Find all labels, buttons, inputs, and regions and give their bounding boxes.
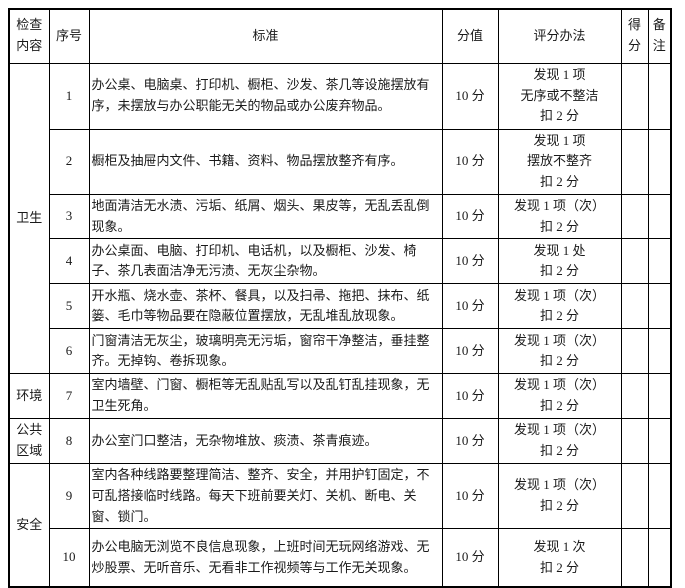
category-hygiene: 卫生 xyxy=(8,62,50,375)
row-standard: 门窗清洁无灰尘，玻璃明亮无污垢，窗帘干净整洁，垂挂整齐。无掉钩、卷拆现象。 xyxy=(88,328,443,375)
row-points: 10 分 xyxy=(441,128,499,195)
row-score-cell xyxy=(620,128,649,195)
table-row: 3 地面清洁无水渍、污垢、纸屑、烟头、果皮等，无乱丢乱倒现象。 10 分 发现 … xyxy=(9,193,672,240)
row-remark-cell xyxy=(647,528,672,588)
row-serial: 8 xyxy=(48,418,90,465)
table-row: 卫生 1 办公桌、电脑桌、打印机、橱柜、沙发、茶几等设施摆放有序，未摆放与办公职… xyxy=(8,62,672,375)
row-standard: 开水瓶、烧水壶、茶杯、餐具，以及扫帚、拖把、抹布、纸篓、毛巾等物品要在隐蔽位置摆… xyxy=(88,283,443,330)
row-points: 10 分 xyxy=(441,418,499,465)
header-category: 检查 内容 xyxy=(8,8,50,64)
row-points: 10 分 xyxy=(441,528,499,588)
row-method: 发现 1 项 摆放不整齐 扣 2 分 xyxy=(497,128,622,195)
header-method: 评分办法 xyxy=(497,8,622,64)
row-points: 10 分 xyxy=(441,463,499,530)
row-serial: 2 xyxy=(48,128,90,195)
header-points: 分值 xyxy=(441,8,499,64)
row-serial: 10 xyxy=(48,528,90,588)
row-points: 10 分 xyxy=(441,62,499,130)
row-score-cell xyxy=(620,238,649,285)
row-score-cell xyxy=(620,463,649,530)
row-score-cell xyxy=(620,373,649,420)
row-standard: 橱柜及抽屉内文件、书籍、资料、物品摆放整齐有序。 xyxy=(88,128,443,195)
row-points: 10 分 xyxy=(441,328,499,375)
header-row: 检查 内容 序号 标准 分值 评分办法 得 分 备 注 xyxy=(8,8,672,64)
row-score-cell xyxy=(620,62,649,130)
row-remark-cell xyxy=(647,328,672,375)
row-method: 发现 1 项 无序或不整洁 扣 2 分 xyxy=(497,62,622,130)
row-standard: 室内墙壁、门窗、橱柜等无乱贴乱写以及乱钉乱挂现象，无卫生死角。 xyxy=(88,373,443,420)
row-remark-cell xyxy=(647,62,672,130)
row-serial: 3 xyxy=(48,193,90,240)
row-method: 发现 1 项（次） 扣 2 分 xyxy=(497,373,622,420)
row-standard: 办公桌、电脑桌、打印机、橱柜、沙发、茶几等设施摆放有序，未摆放与办公职能无关的物… xyxy=(88,62,443,130)
row-method: 发现 1 处 扣 2 分 xyxy=(497,238,622,285)
row-standard: 地面清洁无水渍、污垢、纸屑、烟头、果皮等，无乱丢乱倒现象。 xyxy=(88,193,443,240)
category-public-area: 公共 区域 xyxy=(8,418,50,465)
header-score: 得 分 xyxy=(620,8,649,64)
inspection-score-table: 检查 内容 序号 标准 分值 评分办法 得 分 备 注 卫生 1 办公桌、电脑桌… xyxy=(8,8,672,588)
row-serial: 9 xyxy=(48,463,90,530)
row-score-cell xyxy=(620,283,649,330)
row-serial: 6 xyxy=(48,328,90,375)
row-remark-cell xyxy=(647,193,672,240)
table-row: 环境 7 室内墙壁、门窗、橱柜等无乱贴乱写以及乱钉乱挂现象，无卫生死角。 10 … xyxy=(8,373,672,420)
row-method: 发现 1 次 扣 2 分 xyxy=(497,528,622,588)
row-remark-cell xyxy=(647,128,672,195)
row-score-cell xyxy=(620,328,649,375)
row-remark-cell xyxy=(647,283,672,330)
table-row: 2 橱柜及抽屉内文件、书籍、资料、物品摆放整齐有序。 10 分 发现 1 项 摆… xyxy=(9,128,672,195)
row-method: 发现 1 项（次） 扣 2 分 xyxy=(497,328,622,375)
table-row: 10 办公电脑无浏览不良信息现象，上班时间无玩网络游戏、无炒股票、无听音乐、无看… xyxy=(9,528,672,588)
row-points: 10 分 xyxy=(441,238,499,285)
row-method: 发现 1 项（次） 扣 2 分 xyxy=(497,193,622,240)
row-serial: 5 xyxy=(48,283,90,330)
row-remark-cell xyxy=(647,463,672,530)
row-score-cell xyxy=(620,193,649,240)
row-method: 发现 1 项（次） 扣 2 分 xyxy=(497,283,622,330)
row-method: 发现 1 项（次） 扣 2 分 xyxy=(497,463,622,530)
row-standard: 办公电脑无浏览不良信息现象，上班时间无玩网络游戏、无炒股票、无听音乐、无看非工作… xyxy=(88,528,443,588)
table-row: 6 门窗清洁无灰尘，玻璃明亮无污垢，窗帘干净整洁，垂挂整齐。无掉钩、卷拆现象。 … xyxy=(9,328,672,375)
row-standard: 办公室门口整洁，无杂物堆放、痰渍、茶青痕迹。 xyxy=(88,418,443,465)
header-serial: 序号 xyxy=(48,8,90,64)
row-serial: 7 xyxy=(48,373,90,420)
row-points: 10 分 xyxy=(441,373,499,420)
row-points: 10 分 xyxy=(441,283,499,330)
row-method: 发现 1 项（次） 扣 2 分 xyxy=(497,418,622,465)
table-row: 5 开水瓶、烧水壶、茶杯、餐具，以及扫帚、拖把、抹布、纸篓、毛巾等物品要在隐蔽位… xyxy=(9,283,672,330)
row-standard: 办公桌面、电脑、打印机、电话机，以及橱柜、沙发、椅子、茶几表面洁净无污渍、无灰尘… xyxy=(88,238,443,285)
row-remark-cell xyxy=(647,238,672,285)
row-points: 10 分 xyxy=(441,193,499,240)
row-serial: 1 xyxy=(48,62,90,130)
row-remark-cell xyxy=(647,418,672,465)
row-serial: 4 xyxy=(48,238,90,285)
table-row: 4 办公桌面、电脑、打印机、电话机，以及橱柜、沙发、椅子、茶几表面洁净无污渍、无… xyxy=(9,238,672,285)
header-standard: 标准 xyxy=(88,8,443,64)
row-score-cell xyxy=(620,528,649,588)
row-remark-cell xyxy=(647,373,672,420)
table-row: 公共 区域 8 办公室门口整洁，无杂物堆放、痰渍、茶青痕迹。 10 分 发现 1… xyxy=(8,418,672,465)
category-safety: 安全 xyxy=(8,463,50,588)
table-row: 安全 9 室内各种线路要整理简洁、整齐、安全，并用护钉固定，不可乱搭接临时线路。… xyxy=(8,463,672,588)
row-standard: 室内各种线路要整理简洁、整齐、安全，并用护钉固定，不可乱搭接临时线路。每天下班前… xyxy=(88,463,443,530)
header-remark: 备 注 xyxy=(647,8,672,64)
row-score-cell xyxy=(620,418,649,465)
category-environment: 环境 xyxy=(8,373,50,420)
